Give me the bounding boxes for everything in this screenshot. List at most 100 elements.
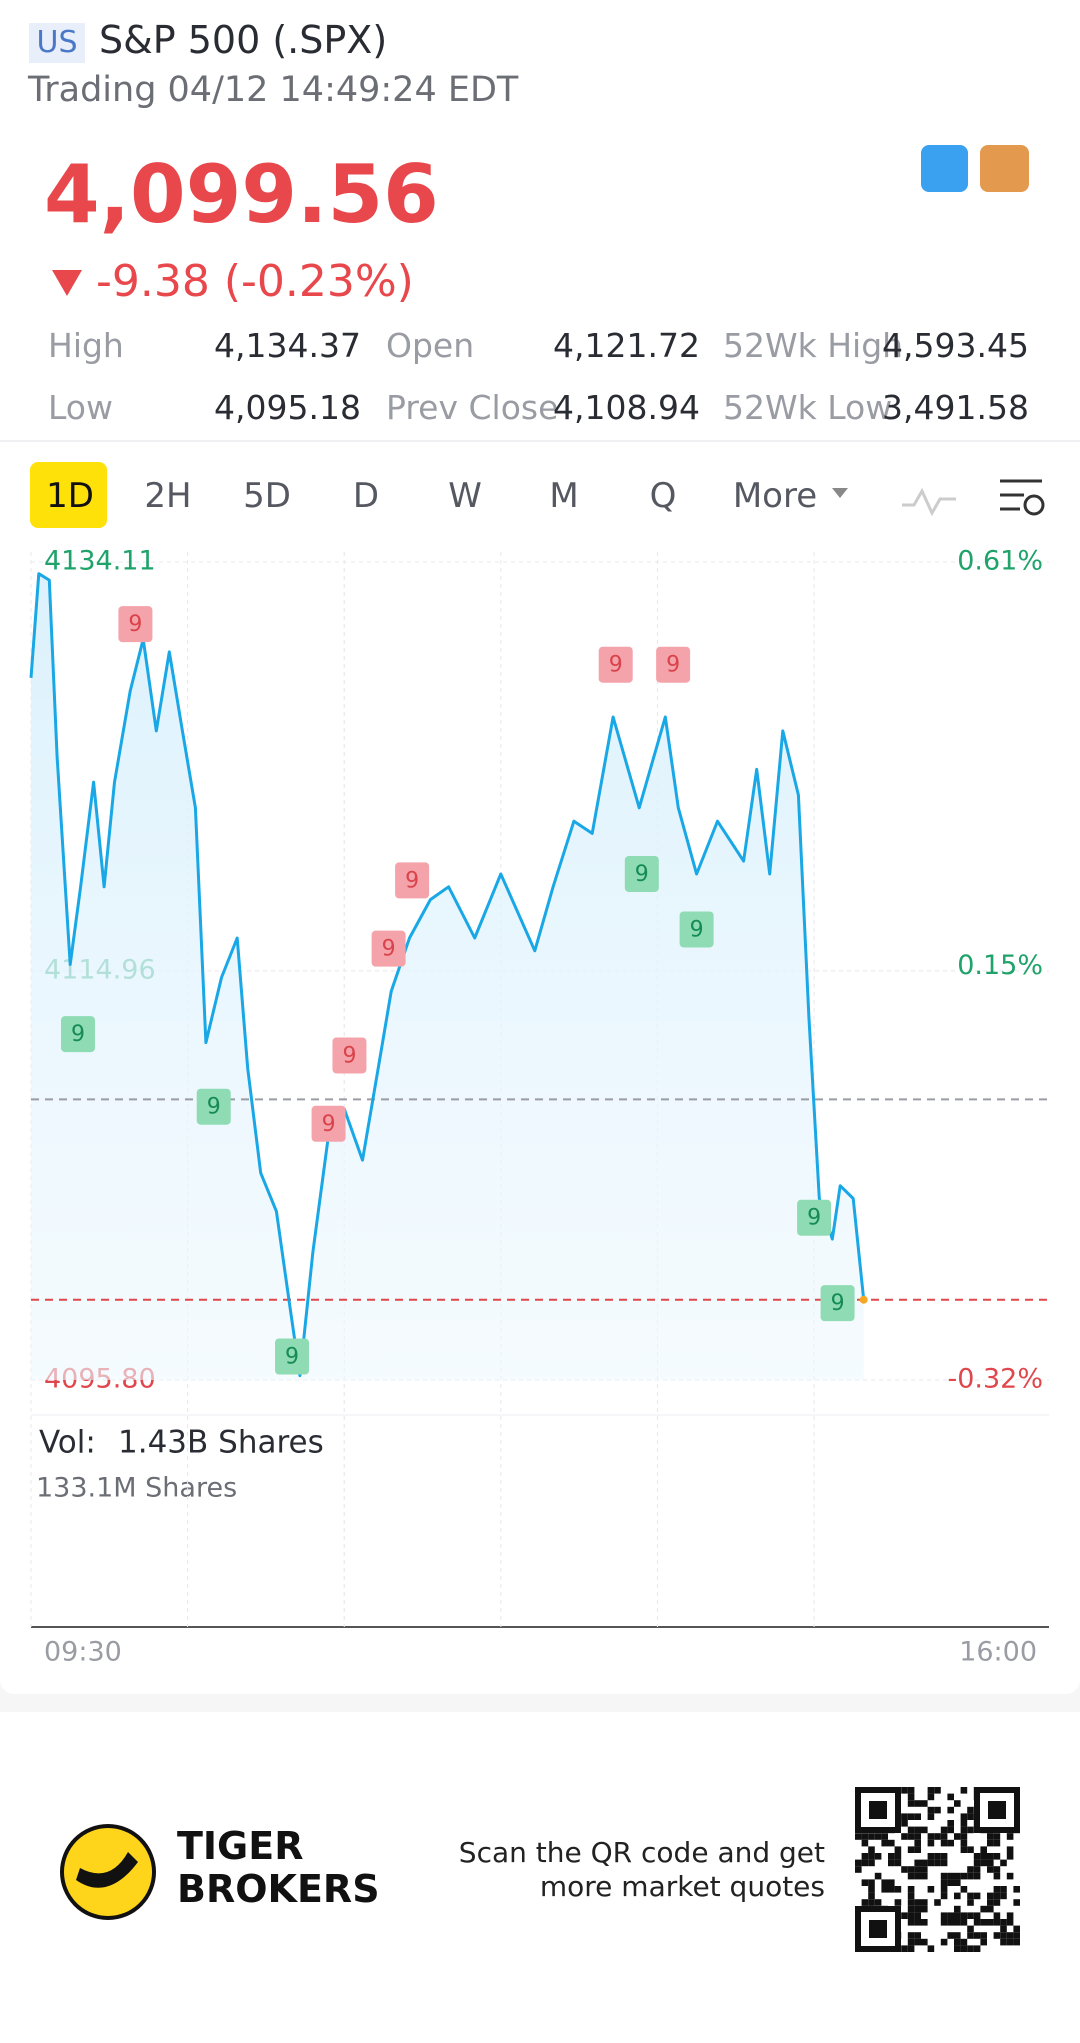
- trading-status: Trading 04/12 14:49:24 EDT: [28, 70, 519, 110]
- y2-tick-label: 0.61%: [957, 546, 1043, 577]
- qr-cell: [901, 1787, 908, 1794]
- qr-cell: [993, 1866, 1001, 1873]
- qr-cell: [947, 1919, 954, 1926]
- qr-cell: [927, 1886, 935, 1893]
- signal-label: 9: [807, 1206, 821, 1231]
- stock-title: S&P 500 (.SPX): [99, 18, 388, 62]
- signal-marker: [196, 1088, 231, 1125]
- signal-marker: [656, 646, 691, 683]
- signal-marker: [820, 1285, 855, 1322]
- qr-cell: [940, 1826, 948, 1834]
- period-tab[interactable]: D: [352, 476, 380, 516]
- qr-cell: [947, 1820, 954, 1827]
- qr-cell: [861, 1839, 869, 1847]
- stat-label: High: [48, 326, 124, 365]
- period-tab[interactable]: M: [549, 476, 579, 516]
- period-tab[interactable]: 2H: [144, 476, 192, 516]
- qr-cell: [861, 1833, 869, 1840]
- qr-cell: [960, 1919, 968, 1926]
- qr-cell: [980, 1853, 987, 1860]
- qr-cell: [993, 1872, 1001, 1880]
- signal-marker: [797, 1199, 832, 1236]
- qr-finder: [855, 1787, 901, 1833]
- qr-text: Scan the QR code and get: [458, 1836, 825, 1869]
- brand-line: BROKERS: [177, 1867, 380, 1911]
- y2-tick-label: 0.15%: [957, 950, 1043, 981]
- qr-cell: [927, 1813, 935, 1820]
- flash-icon[interactable]: [921, 145, 968, 192]
- area-fill: [31, 573, 864, 1380]
- qr-cell: [914, 1872, 921, 1880]
- qr-cell: [874, 1872, 882, 1880]
- signal-label: 9: [609, 653, 623, 678]
- qr-cell: [861, 1859, 869, 1867]
- qr-cell: [868, 1892, 875, 1900]
- qr-cell: [921, 1866, 928, 1873]
- qr-cell: [940, 1853, 948, 1860]
- qr-cell: [1000, 1919, 1007, 1926]
- qr-cell: [973, 1872, 981, 1880]
- qr-cell: [1006, 1919, 1014, 1926]
- qr-cell: [954, 1912, 961, 1919]
- qr-cell: [888, 1853, 895, 1860]
- period-tab[interactable]: 1D: [46, 476, 94, 516]
- signal-label: 9: [71, 1022, 85, 1047]
- signal-label: 9: [207, 1095, 221, 1120]
- signal-marker: [311, 1105, 346, 1142]
- qr-cell: [914, 1912, 921, 1919]
- qr-cell: [973, 1853, 981, 1860]
- qr-cell: [901, 1945, 908, 1952]
- qr-cell: [855, 1866, 862, 1873]
- period-tab[interactable]: W: [448, 476, 482, 516]
- qr-cell: [973, 1912, 981, 1919]
- qr-cell: [987, 1919, 994, 1926]
- qr-cell: [960, 1839, 968, 1847]
- qr-cell: [907, 1793, 915, 1801]
- period-tab[interactable]: 5D: [243, 476, 291, 516]
- qr-cell: [914, 1813, 921, 1820]
- qr-cell: [954, 1833, 961, 1840]
- quote-card: US S&P 500 (.SPX) Trading 04/12 14:49:24…: [0, 18, 1080, 1668]
- qr-cell: [960, 1826, 968, 1834]
- volume-total: 1.43B Shares: [118, 1425, 324, 1461]
- more-caret: [832, 488, 848, 498]
- qr-cell: [934, 1859, 941, 1867]
- qr-cell: [954, 1932, 961, 1939]
- qr-cell: [914, 1859, 921, 1867]
- qr-cell: [940, 1938, 948, 1946]
- qr-cell: [855, 1859, 862, 1867]
- qr-cell: [947, 1932, 954, 1939]
- qr-cell: [967, 1932, 974, 1939]
- qr-cell: [914, 1899, 921, 1906]
- qr-cell: [927, 1787, 935, 1794]
- qr-cell: [1013, 1886, 1020, 1893]
- signal-marker: [598, 646, 633, 683]
- qr-cell: [907, 1905, 915, 1913]
- qr-cell: [954, 1872, 961, 1880]
- signal-label: 9: [831, 1291, 845, 1316]
- qr-cell: [861, 1853, 869, 1860]
- signal-label: 9: [322, 1112, 336, 1137]
- volume-max: 133.1M Shares: [36, 1473, 237, 1504]
- qr-cell: [993, 1853, 1001, 1860]
- period-tab[interactable]: Q: [649, 476, 677, 516]
- qr-cell: [927, 1833, 935, 1840]
- qr-cell: [881, 1839, 888, 1847]
- qr-cell: [960, 1813, 968, 1820]
- stat-value: 4,095.18: [214, 388, 361, 427]
- qr-cell: [927, 1945, 935, 1952]
- qr-cell: [980, 1905, 987, 1913]
- qr-cell: [940, 1839, 948, 1847]
- qr-cell: [907, 1892, 915, 1900]
- level-icon[interactable]: [980, 145, 1029, 192]
- qr-cell: [1013, 1932, 1020, 1939]
- qr-text: more market quotes: [539, 1870, 825, 1903]
- qr-cell: [993, 1886, 1001, 1893]
- down-arrow: [52, 270, 82, 296]
- qr-cell: [947, 1793, 954, 1801]
- active-tab-bg: [30, 462, 107, 528]
- stat-label: 52Wk High: [723, 326, 904, 365]
- period-tab[interactable]: More: [732, 476, 818, 516]
- indicator-icon[interactable]: [902, 487, 956, 517]
